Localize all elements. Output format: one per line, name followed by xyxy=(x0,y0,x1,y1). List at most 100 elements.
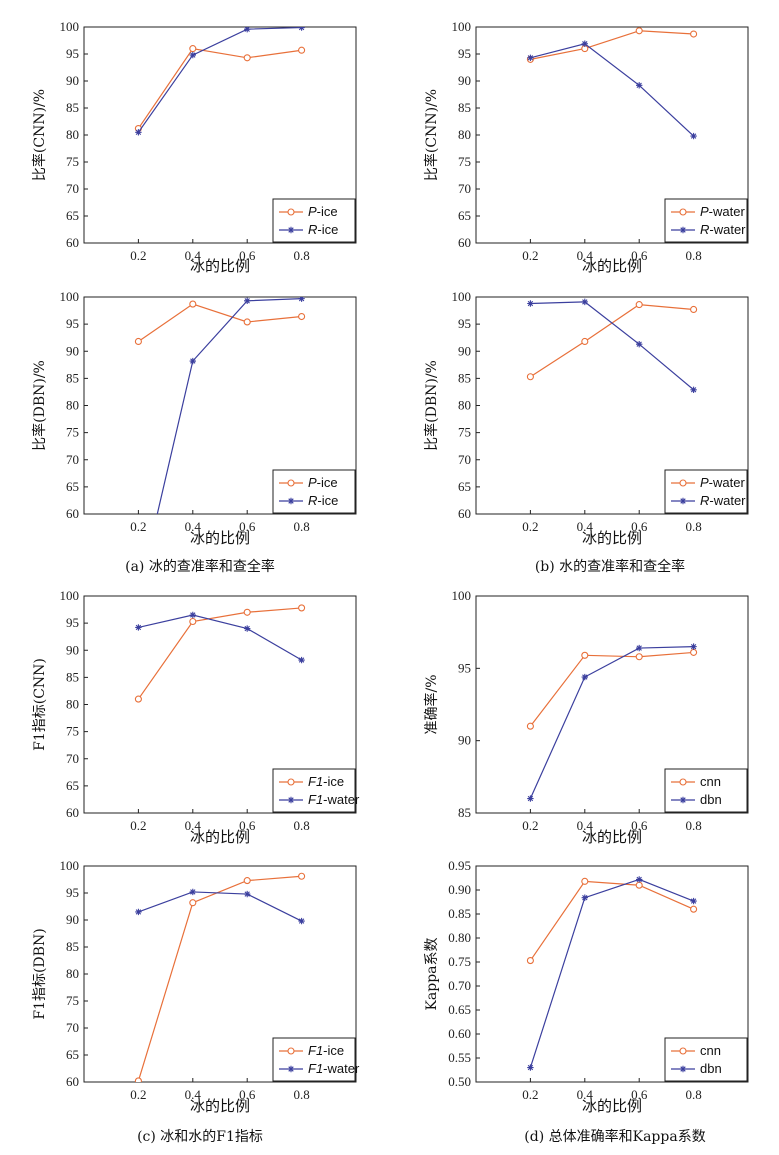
series-line-R-water xyxy=(530,301,694,391)
series-line-P-ice xyxy=(138,303,302,342)
y-tick-label: 100 xyxy=(60,289,80,304)
y-tick-label: 70 xyxy=(458,181,471,196)
data-point-dbn xyxy=(636,644,643,652)
y-tick-label: 60 xyxy=(66,506,79,521)
y-tick-label: 95 xyxy=(458,46,471,61)
y-tick-label: 90 xyxy=(458,73,471,88)
plot-frame xyxy=(475,865,749,1083)
x-tick-label: 0.6 xyxy=(239,818,256,833)
data-point-F1-ice xyxy=(189,899,197,907)
y-tick-label: 95 xyxy=(458,660,471,675)
data-point-F1-ice xyxy=(298,604,306,612)
legend-label: R-ice xyxy=(308,222,338,237)
data-point-cnn xyxy=(690,648,698,656)
y-tick-label: 0.60 xyxy=(448,1026,471,1041)
y-tick-label: 90 xyxy=(66,912,79,927)
series-line-P-water xyxy=(530,303,694,378)
y-tick-label: 70 xyxy=(66,452,79,467)
legend-marker xyxy=(287,796,295,804)
y-tick-label: 0.85 xyxy=(448,906,471,921)
data-point-F1-water xyxy=(298,656,305,664)
y-axis-label: Kappa系数 xyxy=(424,937,440,1010)
y-tick-label: 85 xyxy=(458,100,471,115)
x-tick-label: 0.8 xyxy=(685,519,701,534)
legend-marker xyxy=(679,479,687,487)
data-point-R-water xyxy=(690,386,697,393)
legend-label: F1-ice xyxy=(308,774,344,789)
data-point-cnn xyxy=(581,877,589,885)
data-point-P-water xyxy=(635,27,643,35)
data-point-F1-ice xyxy=(243,877,251,885)
y-tick-label: 90 xyxy=(66,343,79,358)
data-point-cnn xyxy=(526,722,534,730)
legend-marker xyxy=(679,1065,687,1073)
x-tick-label: 0.8 xyxy=(293,1087,309,1102)
data-point-P-ice xyxy=(243,318,251,326)
y-tick-label: 0.75 xyxy=(448,954,471,969)
x-tick-label: 0.4 xyxy=(185,818,202,833)
x-tick-label: 0.6 xyxy=(631,519,648,534)
y-tick-label: 80 xyxy=(66,697,79,712)
x-tick-label: 0.4 xyxy=(185,248,202,263)
legend-label: P-ice xyxy=(308,475,338,490)
data-point-R-ice xyxy=(135,129,142,136)
y-tick-label: 85 xyxy=(66,370,79,385)
chart-panel-7: 60 65 70 75 80 85 90 95 100 0.2 0.4 0.6 0.8 冰的比例 F1指标(… xyxy=(32,858,360,1115)
data-point-P-ice xyxy=(134,337,142,346)
legend-box xyxy=(272,1037,356,1082)
legend-marker xyxy=(287,1047,295,1055)
y-tick-label: 85 xyxy=(458,370,471,385)
legend-label: dbn xyxy=(700,792,722,807)
x-tick-label: 0.2 xyxy=(130,519,146,534)
x-tick-label: 0.6 xyxy=(239,248,256,263)
figure-caption: (a) 冰的查准率和查全率 xyxy=(125,558,275,575)
figure-caption: (c) 冰和水的F1指标 xyxy=(137,1129,263,1145)
data-point-cnn xyxy=(581,651,589,659)
data-point-R-water xyxy=(527,300,534,307)
series-line-F1-ice xyxy=(137,607,302,700)
y-tick-label: 95 xyxy=(66,46,79,61)
y-tick-label: 80 xyxy=(458,398,471,413)
data-point-F1-ice xyxy=(189,617,197,626)
y-tick-label: 75 xyxy=(458,154,471,169)
data-point-P-ice xyxy=(189,45,197,53)
data-point-R-ice xyxy=(189,357,196,365)
y-tick-label: 60 xyxy=(66,1074,79,1089)
data-point-dbn xyxy=(527,795,534,802)
chart-panel-2: 60 65 70 75 80 85 90 95 100 0.2 0.4 0.6 0.8 冰的比例 比率(CN… xyxy=(423,19,749,275)
x-axis-label: 冰的比例 xyxy=(190,828,250,846)
y-tick-label: 90 xyxy=(66,642,79,657)
data-point-P-water xyxy=(690,30,698,38)
y-tick-label: 100 xyxy=(60,858,80,873)
series-line-P-water xyxy=(530,30,694,60)
legend-marker xyxy=(679,226,687,234)
x-tick-label: 0.2 xyxy=(130,818,146,833)
figure-caption: (d) 总体准确率和Kappa系数 xyxy=(524,1128,705,1145)
legend-marker xyxy=(679,1047,687,1055)
legend-label: dbn xyxy=(700,1061,722,1076)
y-tick-label: 90 xyxy=(458,733,471,748)
data-point-R-ice xyxy=(244,297,251,304)
y-axis-label: 比率(CNN)/% xyxy=(31,89,48,181)
y-tick-label: 75 xyxy=(66,993,79,1008)
legend-label: F1-ice xyxy=(308,1043,344,1058)
x-axis-label: 冰的比例 xyxy=(190,529,250,547)
y-tick-label: 95 xyxy=(66,615,79,630)
y-tick-label: 95 xyxy=(66,316,79,331)
data-point-P-ice xyxy=(298,312,306,321)
series-line-R-water xyxy=(530,43,695,137)
y-tick-label: 0.50 xyxy=(448,1074,471,1089)
data-point-R-ice xyxy=(298,27,305,31)
y-tick-label: 75 xyxy=(458,425,471,440)
x-tick-label: 0.8 xyxy=(293,248,309,263)
data-point-R-water xyxy=(581,40,588,47)
chart-panel-4: 60 65 70 75 80 85 90 95 100 0.2 0.4 0.6 0.8 冰的比例 比率(DB… xyxy=(423,289,749,547)
legend: P-ice R-ice xyxy=(272,198,356,243)
series-line-cnn xyxy=(529,651,694,727)
y-axis-label: 比率(CNN)/% xyxy=(423,89,440,181)
legend-marker xyxy=(287,497,295,505)
legend: cnn dbn xyxy=(664,1037,748,1082)
y-tick-label: 75 xyxy=(66,425,79,440)
x-tick-label: 0.8 xyxy=(685,1087,701,1102)
data-point-F1-ice xyxy=(298,872,306,880)
